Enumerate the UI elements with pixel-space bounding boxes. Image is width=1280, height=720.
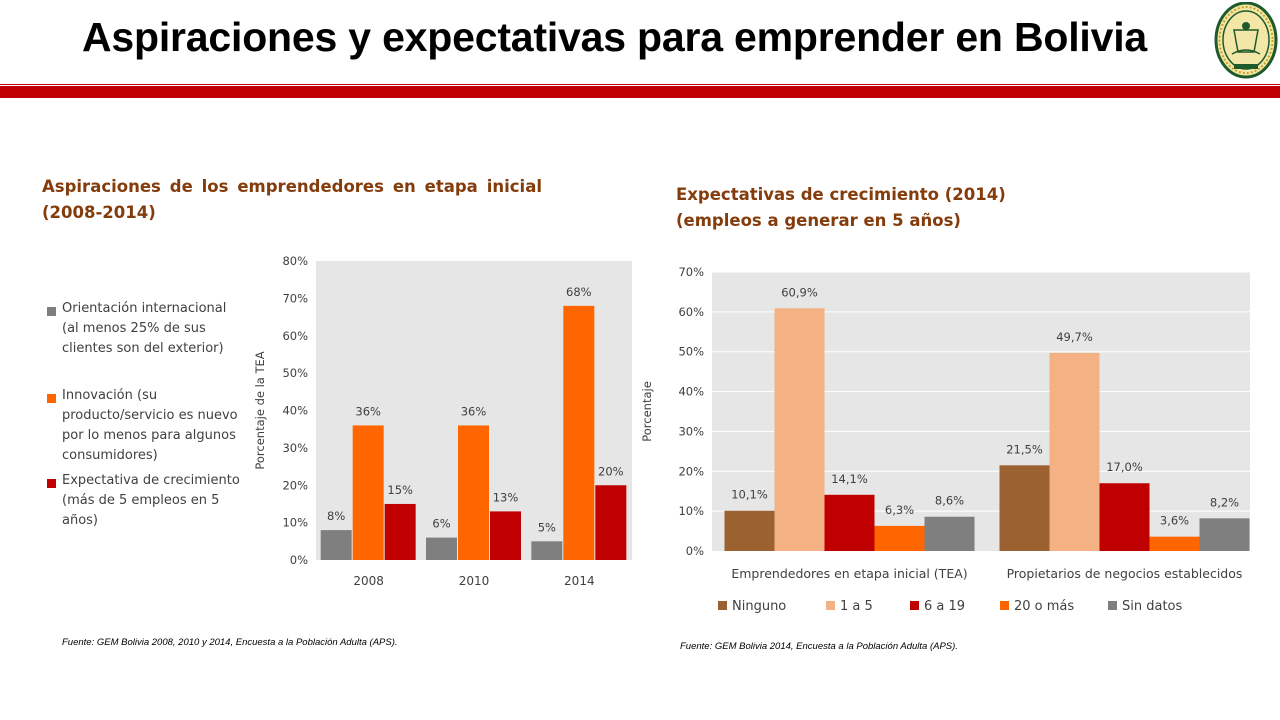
x-category-label: 2010	[459, 574, 490, 588]
data-label: 49,7%	[1056, 330, 1093, 344]
bar	[1099, 483, 1150, 551]
y-tick-label: 30%	[678, 424, 704, 438]
legend-item-20omas: 20 o más	[1000, 599, 1074, 614]
x-category-label: Emprendedores en etapa inicial (TEA)	[731, 566, 967, 581]
legend-item-ninguno: Ninguno	[718, 599, 786, 614]
bar	[924, 516, 975, 551]
legend-item-sindatos: Sin datos	[1108, 599, 1182, 614]
y-tick-label: 30%	[282, 441, 308, 455]
data-label: 21,5%	[1006, 442, 1043, 456]
right-chart-heading: Expectativas de crecimiento (2014) (empl…	[676, 182, 1076, 234]
legend-swatch	[47, 394, 56, 403]
legend-label: Sin datos	[1122, 599, 1183, 614]
right-heading-line2: (empleos a generar en 5 años)	[676, 211, 961, 230]
data-label: 17,0%	[1106, 460, 1143, 474]
bar	[531, 541, 563, 560]
bar	[1149, 536, 1200, 551]
legend-label: 20 o más	[1014, 599, 1075, 614]
x-category-label: 2014	[564, 574, 595, 588]
data-label: 5%	[538, 520, 556, 534]
y-tick-label: 0%	[290, 553, 308, 567]
data-label: 60,9%	[781, 285, 818, 299]
left-source-note: Fuente: GEM Bolivia 2008, 2010 y 2014, E…	[62, 637, 398, 648]
left-bar-chart: 0% 10% 20% 30% 40% 50% 60% 70% 80% 8% 36% 15% 2008 6%…	[253, 254, 632, 588]
bar	[1049, 352, 1100, 551]
bar	[724, 510, 775, 551]
bar	[999, 465, 1050, 551]
legend-swatch	[826, 601, 835, 610]
y-tick-label: 60%	[282, 329, 308, 343]
y-tick-label: 40%	[282, 404, 308, 418]
y-tick-label: 60%	[678, 305, 704, 319]
bar	[563, 305, 595, 560]
data-label: 36%	[355, 404, 381, 418]
x-category-label: 2008	[353, 574, 384, 588]
bar	[320, 530, 352, 560]
data-label: 6,3%	[885, 503, 914, 517]
page-title: Aspiraciones y expectativas para emprend…	[82, 14, 1147, 60]
data-label: 6%	[432, 517, 450, 531]
legend-label: 1 a 5	[840, 599, 873, 614]
legend-swatch	[910, 601, 919, 610]
legend-label: Orientación internacional (al menos 25% …	[62, 301, 227, 356]
data-label: 20%	[598, 464, 624, 478]
bar	[458, 425, 489, 560]
y-tick-label: 0%	[686, 544, 704, 558]
data-label: 68%	[566, 285, 592, 299]
y-tick-label: 50%	[282, 366, 308, 380]
data-label: 8,6%	[935, 494, 964, 508]
bar	[774, 308, 825, 551]
y-axis-label: Porcentaje de la TEA	[253, 351, 267, 469]
bar	[352, 425, 384, 560]
legend-swatch	[1000, 601, 1009, 610]
left-chart-heading: Aspiraciones de los emprendedores en eta…	[42, 177, 542, 222]
right-chart-legend: Ninguno 1 a 5 6 a 19 20 o más Sin datos	[718, 599, 1258, 619]
y-tick-label: 50%	[678, 345, 704, 359]
data-label: 36%	[461, 404, 487, 418]
y-tick-label: 80%	[282, 254, 308, 268]
data-label: 15%	[387, 483, 413, 497]
legend-label: Ninguno	[732, 599, 787, 614]
legend-swatch	[47, 307, 56, 316]
data-label: 13%	[493, 490, 519, 504]
right-heading-line1: Expectativas de crecimiento (2014)	[676, 185, 1006, 204]
bar	[490, 511, 521, 560]
legend-swatch	[47, 479, 56, 488]
y-axis-label: Porcentaje	[640, 381, 654, 442]
x-category-label: Propietarios de negocios establecidos	[1007, 566, 1243, 581]
right-bar-chart: 0% 10% 20% 30% 40% 50% 60% 70% 10,1% 60,9% 14,1% 6,…	[640, 265, 1250, 581]
legend-item-6a19: 6 a 19	[910, 599, 965, 614]
legend-label: Innovación (su producto/servicio es nuev…	[62, 388, 238, 463]
bar	[824, 494, 875, 551]
y-tick-label: 10%	[282, 516, 308, 530]
y-tick-label: 40%	[678, 385, 704, 399]
legend-swatch	[718, 601, 727, 610]
y-tick-label: 20%	[678, 464, 704, 478]
data-label: 8%	[327, 509, 345, 523]
university-seal-logo	[1214, 2, 1278, 79]
legend-item-1a5: 1 a 5	[826, 599, 873, 614]
legend-label: Expectativa de crecimiento (más de 5 emp…	[62, 473, 240, 528]
right-source-note: Fuente: GEM Bolivia 2014, Encuesta a la …	[680, 641, 958, 652]
data-label: 10,1%	[731, 488, 768, 502]
data-label: 14,1%	[831, 472, 868, 486]
legend-label: 6 a 19	[924, 599, 966, 614]
title-divider-line	[0, 84, 1280, 85]
bar	[874, 525, 925, 551]
title-divider-bar	[0, 86, 1280, 98]
bar	[426, 537, 457, 560]
legend-swatch	[1108, 601, 1117, 610]
y-tick-label: 70%	[282, 291, 308, 305]
y-tick-label: 20%	[282, 478, 308, 492]
y-tick-label: 10%	[678, 504, 704, 518]
bar	[595, 485, 627, 560]
data-label: 8,2%	[1210, 495, 1239, 509]
y-tick-label: 70%	[678, 265, 704, 279]
bar	[1199, 518, 1250, 551]
data-label: 3,6%	[1160, 514, 1189, 528]
bar	[384, 503, 416, 560]
